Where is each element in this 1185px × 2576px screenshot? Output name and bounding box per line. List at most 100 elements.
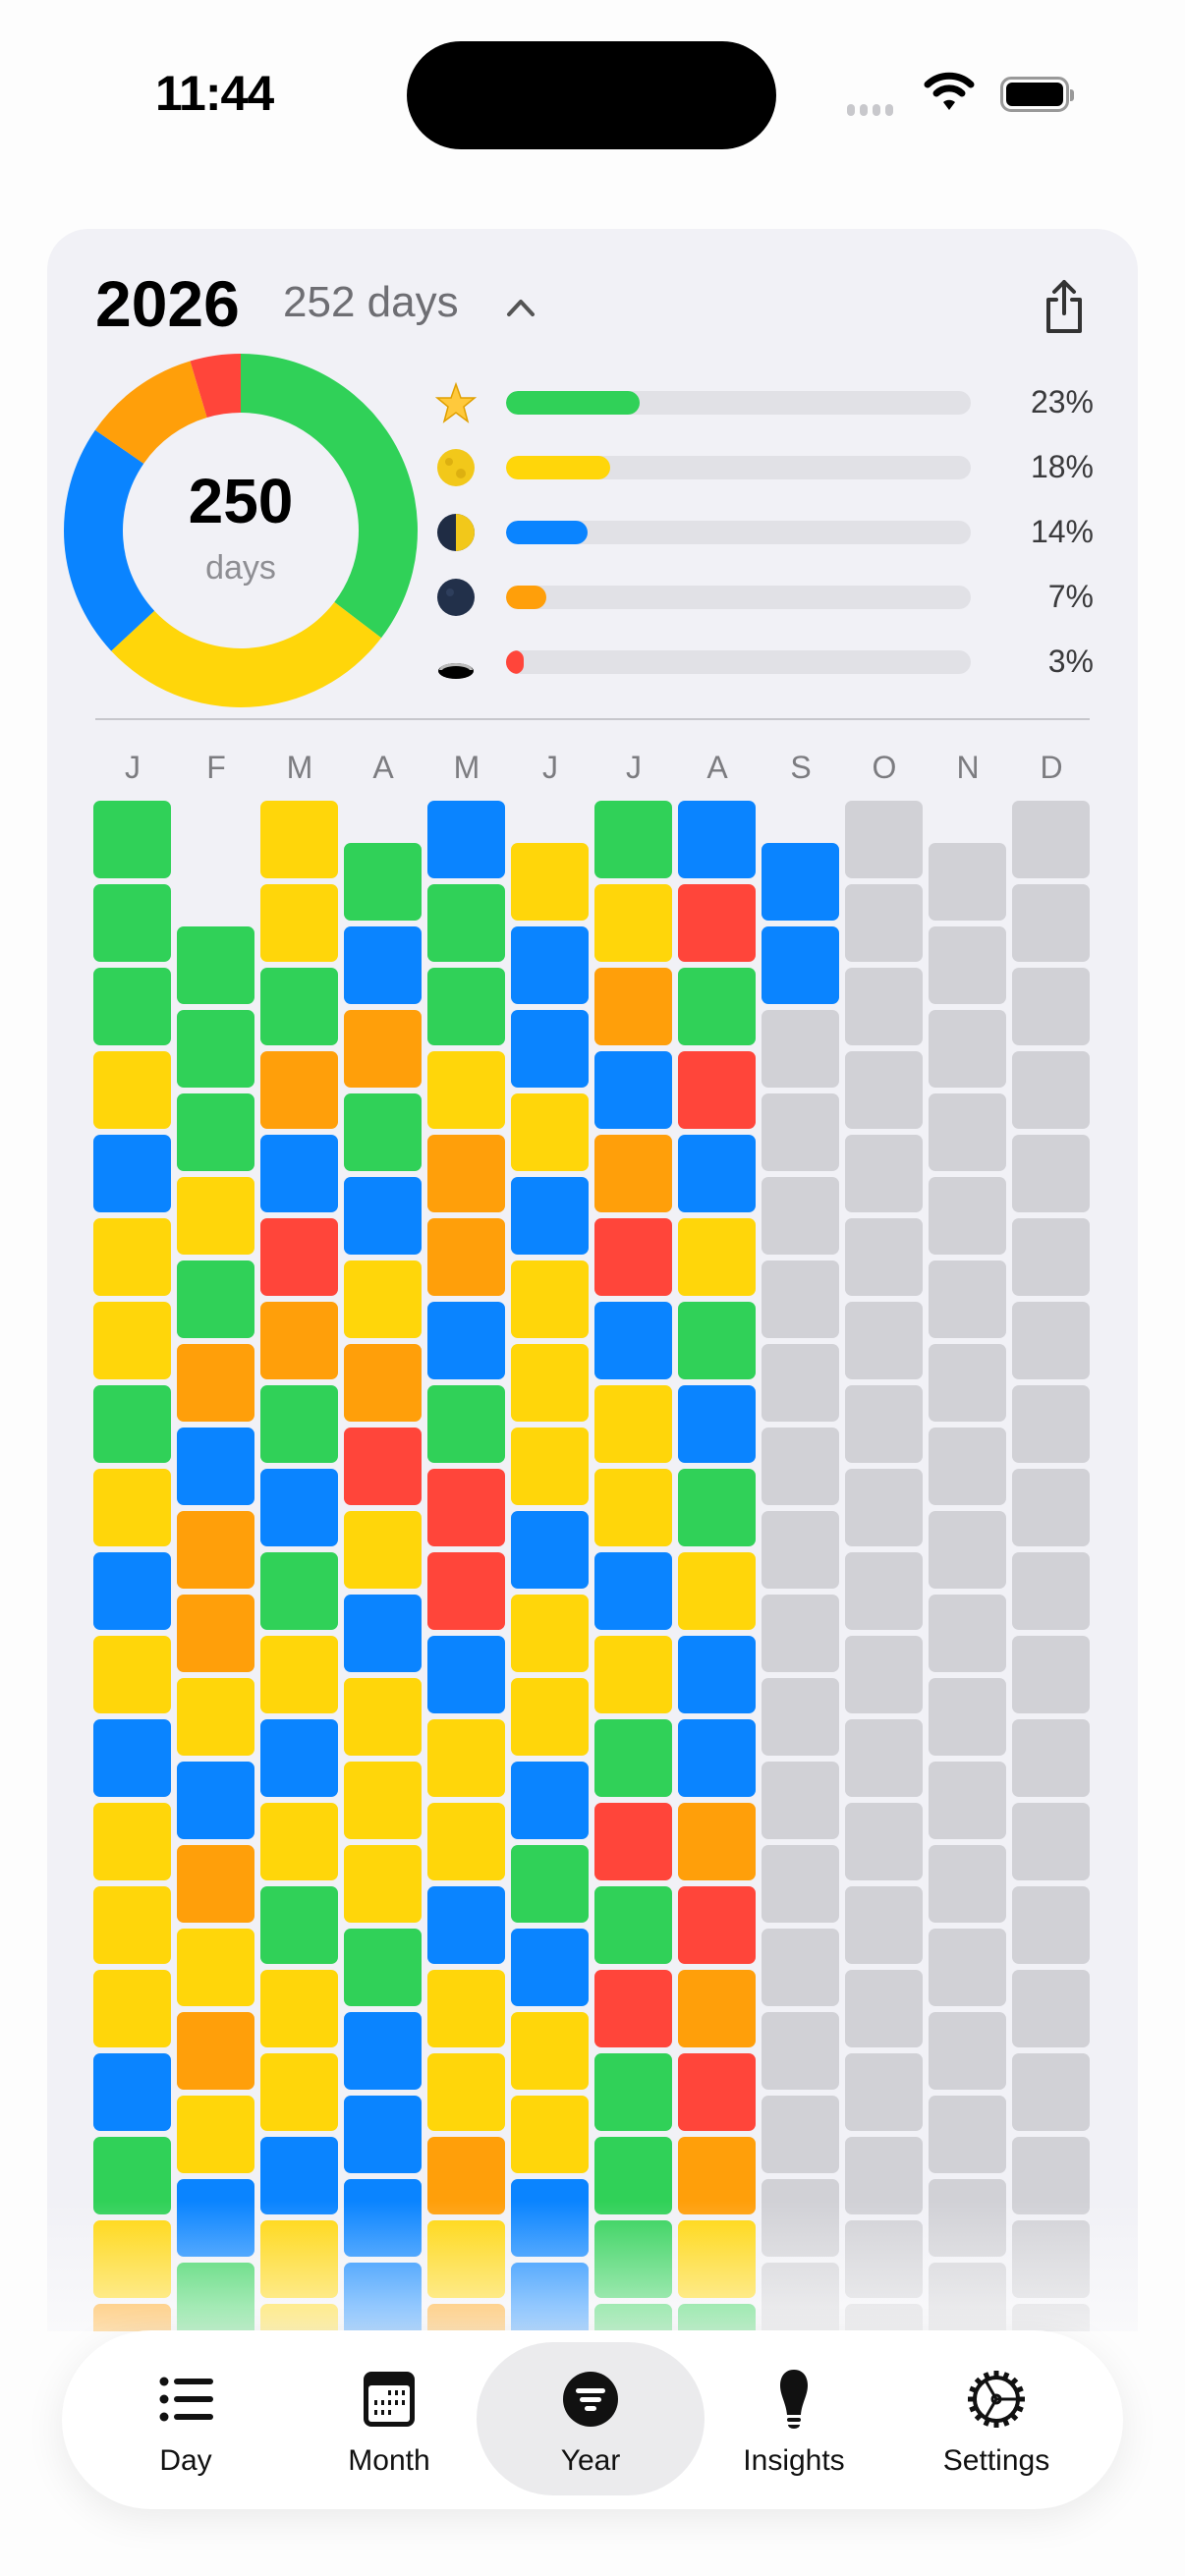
day-cell[interactable] bbox=[260, 801, 338, 878]
day-cell-empty[interactable] bbox=[1012, 1469, 1090, 1546]
day-cell[interactable] bbox=[594, 884, 672, 962]
day-cell[interactable] bbox=[594, 801, 672, 878]
day-cell[interactable] bbox=[93, 1385, 171, 1463]
day-cell-empty[interactable] bbox=[1012, 1719, 1090, 1797]
day-cell-empty[interactable] bbox=[762, 2178, 839, 2257]
day-cell-empty[interactable] bbox=[1012, 1135, 1090, 1212]
day-cell-empty[interactable] bbox=[929, 1009, 1006, 1088]
day-cell[interactable] bbox=[344, 1427, 422, 1505]
day-cell-empty[interactable] bbox=[1012, 884, 1090, 962]
day-cell-empty[interactable] bbox=[762, 1176, 839, 1255]
day-cell[interactable] bbox=[427, 1552, 505, 1630]
day-cell[interactable] bbox=[427, 1719, 505, 1797]
day-cell[interactable] bbox=[511, 2262, 589, 2331]
day-cell-empty[interactable] bbox=[929, 1677, 1006, 1756]
day-cell-empty[interactable] bbox=[845, 1803, 923, 1880]
day-cell[interactable] bbox=[594, 2053, 672, 2131]
day-cell-empty[interactable] bbox=[762, 1677, 839, 1756]
day-cell-empty[interactable] bbox=[929, 2178, 1006, 2257]
day-cell-empty[interactable] bbox=[845, 1719, 923, 1797]
day-cell[interactable] bbox=[427, 884, 505, 962]
day-cell-empty[interactable] bbox=[1012, 1552, 1090, 1630]
day-cell[interactable] bbox=[594, 2304, 672, 2331]
day-cell[interactable] bbox=[260, 1636, 338, 1713]
day-cell[interactable] bbox=[344, 1677, 422, 1756]
day-cell[interactable] bbox=[177, 1092, 254, 1171]
day-cell[interactable] bbox=[511, 1928, 589, 2006]
day-cell[interactable] bbox=[93, 968, 171, 1045]
day-cell[interactable] bbox=[427, 2053, 505, 2131]
day-cell[interactable] bbox=[511, 2011, 589, 2090]
tab-settings[interactable]: Settings bbox=[898, 2330, 1095, 2509]
day-cell[interactable] bbox=[427, 968, 505, 1045]
day-cell[interactable] bbox=[177, 1510, 254, 1589]
day-cell[interactable] bbox=[260, 1135, 338, 1212]
day-cell-empty[interactable] bbox=[1012, 2137, 1090, 2214]
day-cell[interactable] bbox=[93, 884, 171, 962]
day-cell[interactable] bbox=[511, 1844, 589, 1923]
day-cell[interactable] bbox=[678, 2053, 756, 2131]
day-cell[interactable] bbox=[678, 1719, 756, 1797]
day-cell-empty[interactable] bbox=[1012, 2304, 1090, 2331]
day-cell[interactable] bbox=[678, 1051, 756, 1129]
day-cell-empty[interactable] bbox=[762, 1260, 839, 1338]
day-cell[interactable] bbox=[678, 1135, 756, 1212]
day-cell-empty[interactable] bbox=[929, 1510, 1006, 1589]
day-cell[interactable] bbox=[678, 1385, 756, 1463]
day-cell[interactable] bbox=[177, 1761, 254, 1839]
day-cell[interactable] bbox=[260, 2137, 338, 2214]
day-cell[interactable] bbox=[344, 2095, 422, 2173]
day-cell[interactable] bbox=[93, 1552, 171, 1630]
day-cell[interactable] bbox=[93, 1803, 171, 1880]
day-cell[interactable] bbox=[427, 1803, 505, 1880]
day-cell-empty[interactable] bbox=[1012, 1636, 1090, 1713]
day-cell[interactable] bbox=[427, 1385, 505, 1463]
day-cell-empty[interactable] bbox=[762, 1427, 839, 1505]
share-icon[interactable] bbox=[1040, 278, 1089, 337]
day-cell[interactable] bbox=[511, 1343, 589, 1422]
day-cell[interactable] bbox=[260, 2220, 338, 2298]
day-cell[interactable] bbox=[260, 884, 338, 962]
day-cell-empty[interactable] bbox=[1012, 968, 1090, 1045]
day-cell[interactable] bbox=[427, 1469, 505, 1546]
day-cell[interactable] bbox=[93, 1886, 171, 1964]
day-cell-empty[interactable] bbox=[762, 1009, 839, 1088]
day-cell[interactable] bbox=[594, 1552, 672, 1630]
day-cell[interactable] bbox=[93, 1218, 171, 1296]
day-cell-empty[interactable] bbox=[845, 884, 923, 962]
day-cell[interactable] bbox=[678, 1469, 756, 1546]
day-cell[interactable] bbox=[511, 925, 589, 1004]
day-cell[interactable] bbox=[678, 1218, 756, 1296]
day-cell-empty[interactable] bbox=[1012, 1302, 1090, 1379]
day-cell-empty[interactable] bbox=[929, 1343, 1006, 1422]
day-cell-empty[interactable] bbox=[845, 1218, 923, 1296]
day-cell[interactable] bbox=[344, 2011, 422, 2090]
day-cell[interactable] bbox=[93, 1135, 171, 1212]
day-cell[interactable] bbox=[93, 2137, 171, 2214]
day-cell[interactable] bbox=[678, 2220, 756, 2298]
day-cell[interactable] bbox=[260, 1051, 338, 1129]
day-cell-empty[interactable] bbox=[845, 1051, 923, 1129]
day-cell-empty[interactable] bbox=[929, 842, 1006, 921]
day-cell[interactable] bbox=[427, 1636, 505, 1713]
day-cell[interactable] bbox=[260, 1886, 338, 1964]
day-cell[interactable] bbox=[260, 1385, 338, 1463]
day-cell-empty[interactable] bbox=[929, 1176, 1006, 1255]
day-cell-empty[interactable] bbox=[845, 1552, 923, 1630]
day-cell[interactable] bbox=[177, 2262, 254, 2331]
day-cell-empty[interactable] bbox=[929, 1092, 1006, 1171]
day-cell-empty[interactable] bbox=[845, 1385, 923, 1463]
day-cell[interactable] bbox=[93, 1302, 171, 1379]
tab-insights[interactable]: Insights bbox=[696, 2330, 892, 2509]
day-cell[interactable] bbox=[93, 2053, 171, 2131]
day-cell[interactable] bbox=[762, 925, 839, 1004]
day-cell-empty[interactable] bbox=[762, 1594, 839, 1672]
day-cell[interactable] bbox=[344, 925, 422, 1004]
day-cell[interactable] bbox=[594, 1469, 672, 1546]
day-cell-empty[interactable] bbox=[845, 801, 923, 878]
day-cell-empty[interactable] bbox=[929, 2095, 1006, 2173]
day-cell-empty[interactable] bbox=[929, 2011, 1006, 2090]
day-cell[interactable] bbox=[594, 1302, 672, 1379]
day-cell[interactable] bbox=[427, 2137, 505, 2214]
day-cell[interactable] bbox=[678, 1302, 756, 1379]
